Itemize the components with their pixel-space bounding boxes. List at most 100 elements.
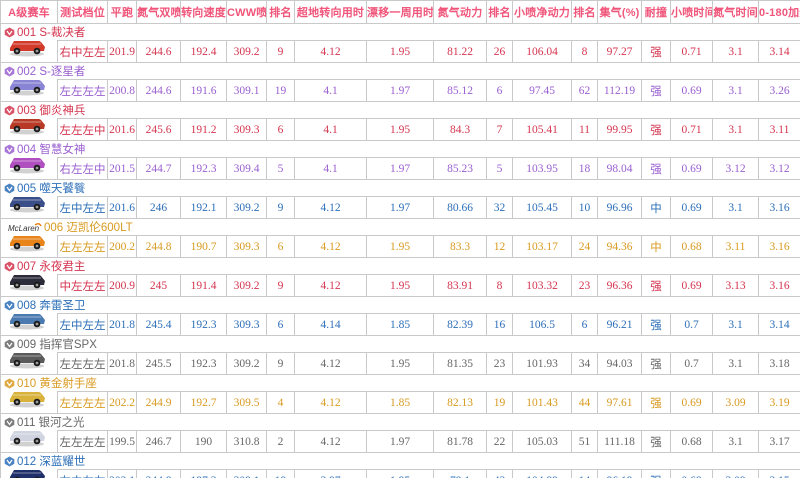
blue-badge-icon [4,300,15,311]
column-header[interactable]: A级赛车 [0,0,58,24]
stat-cell: 3.13 [712,274,759,297]
column-header[interactable]: 排名 [486,0,513,24]
stat-cell: 19 [266,79,295,102]
stat-cell: 84.3 [433,118,487,141]
stat-cell: 6 [571,313,598,336]
stat-cell: 245.6 [136,118,181,141]
car-image[interactable] [0,469,58,478]
stat-cell: 202.2 [107,391,137,414]
car-image[interactable] [0,79,58,102]
car-data-row[interactable]: 左左左左 200.8 244.6 191.6 309.1 19 4.1 1.97 85.12 6 9… [0,79,800,102]
stat-cell: 1.95 [366,40,434,63]
column-header[interactable]: 氮气双喷 [136,0,181,24]
column-header[interactable]: 排名 [266,0,295,24]
car-data-row[interactable]: 右中左左 201.9 244.6 192.4 309.2 9 4.12 1.95 81.22 26… [0,40,800,63]
car-thumbnail-icon [7,118,47,136]
stat-cell: 3.12 [758,157,800,180]
stat-cell: 97.45 [512,79,572,102]
car-thumbnail-icon [7,274,47,292]
stat-cell: 右中左左 [57,469,108,478]
column-header[interactable]: 排名 [571,0,598,24]
car-image[interactable] [0,118,58,141]
purple-badge-icon [4,66,15,77]
stat-cell: 197.3 [180,469,227,478]
stat-cell: 309.5 [226,391,267,414]
car-image[interactable] [0,40,58,63]
car-image[interactable] [0,313,58,336]
column-header[interactable]: 平跑 [107,0,137,24]
car-image[interactable] [0,196,58,219]
column-header[interactable]: 超地转向用时 [294,0,367,24]
stat-cell: 4.12 [294,391,367,414]
stat-cell: 6 [486,79,513,102]
car-image[interactable] [0,235,58,258]
stat-cell: 310.8 [226,430,267,453]
stat-cell: 5 [486,157,513,180]
column-header[interactable]: 漂移一周用时 [366,0,434,24]
car-name: 004 智慧女神 [17,144,86,156]
stat-cell: 3.1 [712,313,759,336]
car-name: 011 银河之光 [17,417,85,429]
column-header[interactable]: 小喷时间 [670,0,713,24]
column-header[interactable]: 耐撞 [641,0,671,24]
car-data-row[interactable]: 左中左左 201.6 246 192.1 309.2 9 4.12 1.97 80.66 32 10… [0,196,800,219]
stat-cell: 4.12 [294,430,367,453]
car-thumbnail-icon [7,352,47,370]
car-name-cell[interactable]: 008 奔雷圣卫 [0,296,800,314]
stat-cell: 3.16 [758,196,800,219]
stat-cell: 1.95 [366,235,434,258]
column-header[interactable]: 集气(%) [597,0,642,24]
car-data-row[interactable]: 左左左中 201.6 245.6 191.2 309.3 6 4.1 1.95 84.3 7 105… [0,118,800,141]
stat-cell: 4.1 [294,79,367,102]
car-name-cell[interactable]: 002 S-逐星者 [0,62,800,80]
car-name-cell[interactable]: 005 噬天饕餮 [0,179,800,197]
stat-cell: 190 [180,430,227,453]
car-thumbnail-icon [7,391,47,409]
car-name-cell[interactable]: McLaren 006 迈凯伦600LT [0,218,800,236]
stat-cell: 0.68 [670,469,713,478]
car-name-row: 008 奔雷圣卫 [0,296,800,314]
stat-cell: 105.03 [512,430,572,453]
car-name-cell[interactable]: 007 永夜君主 [0,257,800,275]
stat-cell: 96.96 [597,196,642,219]
stat-cell: 19 [266,469,295,478]
car-name-cell[interactable]: 003 御炎神兵 [0,101,800,119]
car-image[interactable] [0,274,58,297]
car-name-cell[interactable]: 004 智慧女神 [0,140,800,158]
stat-cell: 8 [571,40,598,63]
car-data-row[interactable]: 左左左左 200.2 244.8 190.7 309.3 6 4.12 1.95 83.3 12 1… [0,235,800,258]
column-header[interactable]: 0-180加速 [758,0,800,24]
car-name-cell[interactable]: 009 指挥官SPX [0,335,800,353]
column-header[interactable]: 测试档位 [57,0,108,24]
car-data-row[interactable]: 右中左左202.1244.8197.3309.1193.971.9579.143… [0,469,800,478]
car-data-row[interactable]: 左左左左 201.8 245.5 192.3 309.2 9 4.12 1.95 81.35 23… [0,352,800,375]
car-data-row[interactable]: 左左左左 202.2 244.9 192.7 309.5 4 4.12 1.85 82.13 19… [0,391,800,414]
stat-cell: 强 [641,274,671,297]
column-header[interactable]: 小喷净动力 [512,0,572,24]
column-header[interactable]: 转向速度 [180,0,227,24]
car-name-cell[interactable]: 011 银河之光 [0,413,800,431]
stat-cell: 200.2 [107,235,137,258]
column-header[interactable]: 氮气动力 [433,0,487,24]
stat-cell: 244.6 [136,40,181,63]
car-image[interactable] [0,430,58,453]
car-data-row[interactable]: 左左左左 199.5 246.7 190 310.8 2 4.12 1.97 81.78 22 10… [0,430,800,453]
stat-cell: 309.4 [226,157,267,180]
column-header[interactable]: 氮气时间 [712,0,759,24]
car-data-row[interactable]: 右左左中 201.5 244.7 192.3 309.4 5 4.1 1.97 85.23 5 10… [0,157,800,180]
car-image[interactable] [0,391,58,414]
column-header[interactable]: CWW喷 [226,0,267,24]
car-name-cell[interactable]: 012 深蓝耀世 [0,452,800,470]
stat-cell: 200.9 [107,274,137,297]
stat-cell: 192.3 [180,352,227,375]
car-name-cell[interactable]: 001 S-裁决者 [0,23,800,41]
stat-cell: 6 [266,313,295,336]
stat-cell: 192.4 [180,40,227,63]
car-image[interactable] [0,352,58,375]
gold-badge-icon [4,378,15,389]
car-name-cell[interactable]: 010 黄金射手座 [0,374,800,392]
car-data-row[interactable]: 中左左左 200.9 245 191.4 309.2 9 4.12 1.95 83.91 8 103… [0,274,800,297]
car-data-row[interactable]: 左中左左 201.8 245.4 192.3 309.3 6 4.14 1.85 82.39 16… [0,313,800,336]
car-image[interactable] [0,157,58,180]
